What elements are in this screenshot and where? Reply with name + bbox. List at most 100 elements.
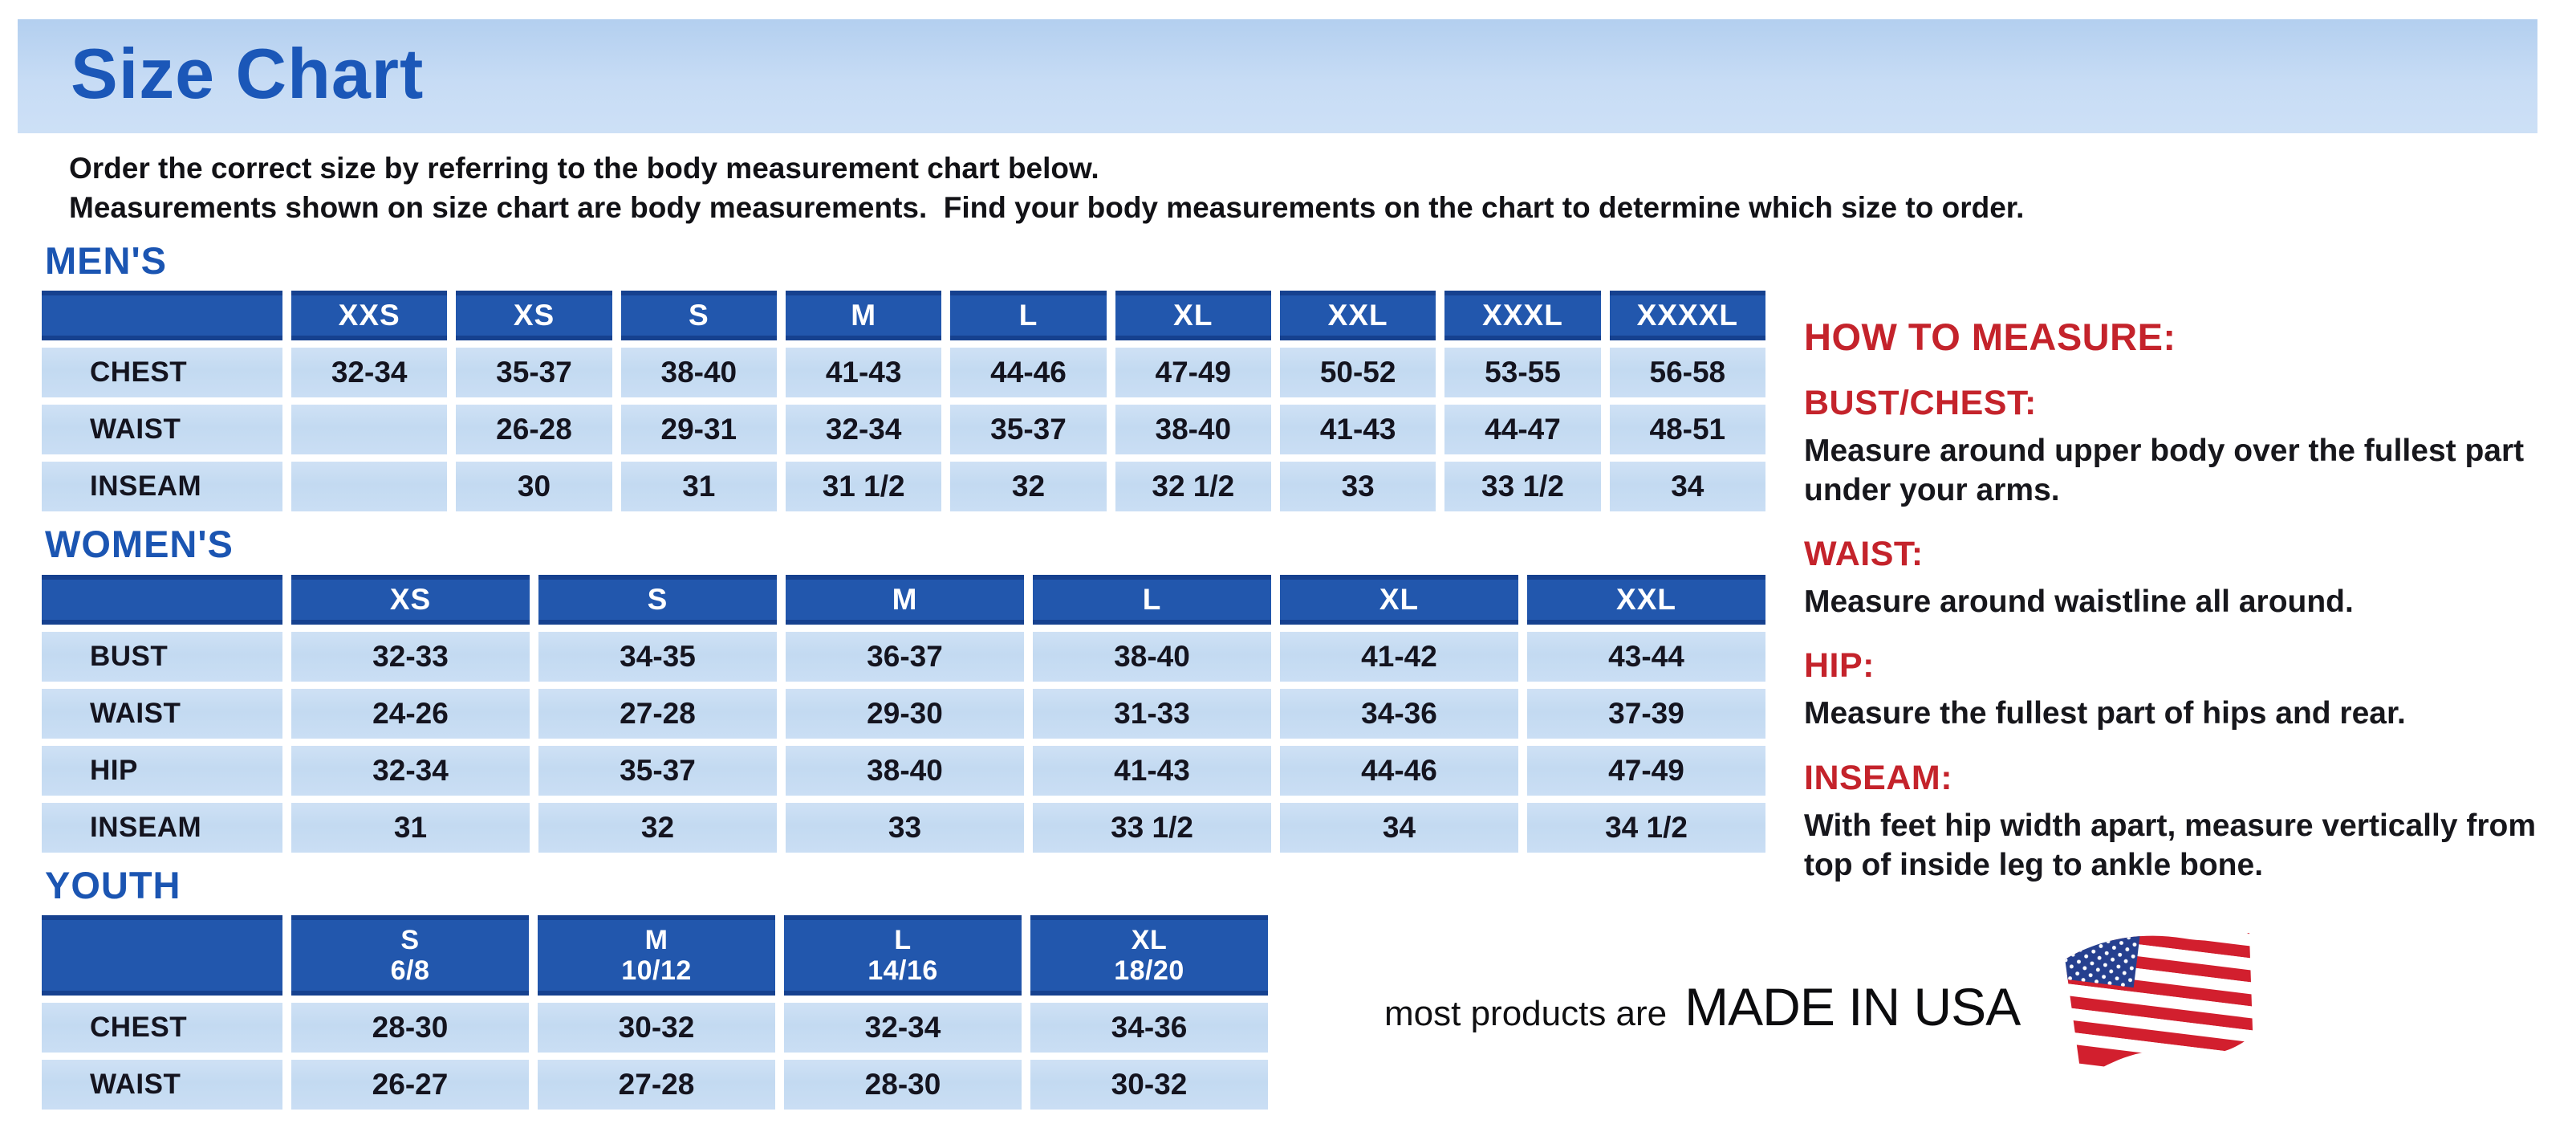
mens-measurement-cell: 34	[1609, 462, 1765, 512]
mens-measurement-cell: 30	[456, 462, 612, 512]
footer-made-in-usa: MADE IN USA	[1684, 977, 2021, 1036]
womens-measurement-cell: 34	[1280, 802, 1518, 853]
womens-measurement-cell: 41-42	[1280, 631, 1518, 682]
mens-measurement-cell	[291, 462, 448, 512]
womens-measurement-cell: 31-33	[1033, 688, 1271, 739]
mens-measurement-cell: 44-46	[950, 348, 1107, 398]
mens-column-header: XXXXL	[1609, 291, 1765, 341]
mens-measurement-cell: 32	[950, 462, 1107, 512]
mens-measurement-cell: 38-40	[620, 348, 777, 398]
mens-column-header: XS	[456, 291, 612, 341]
measure-label: INSEAM:	[1804, 758, 1953, 797]
mens-measurement-cell: 48-51	[1609, 405, 1765, 455]
youth-column-range: 14/16	[867, 955, 938, 987]
youth-heading: YOUTH	[45, 863, 181, 906]
womens-heading: WOMEN'S	[45, 523, 234, 566]
mens-measurement-cell: 50-52	[1279, 348, 1436, 398]
youth-measurement-cell: 28-30	[784, 1060, 1022, 1110]
womens-column-header: L	[1033, 574, 1271, 625]
mens-column-header: M	[785, 291, 942, 341]
youth-measurement-cell: 30-32	[1030, 1060, 1268, 1110]
womens-column-header: XS	[291, 574, 530, 625]
mens-section: MEN'S XXS XS S M L XL XXL XXXL XXXXL CHEST 32-34 35…	[42, 239, 1765, 512]
womens-measurement-cell: 38-40	[1033, 631, 1271, 682]
womens-column-header: M	[786, 574, 1024, 625]
youth-column-size: S	[400, 924, 420, 955]
mens-column-header: XXXL	[1444, 291, 1601, 341]
mens-measurement-cell	[291, 405, 448, 455]
womens-measurement-cell: 47-49	[1527, 745, 1765, 796]
youth-size-table: S 6/8 M 10/12 L 14/16 XL 18/20 CHEST 28-30 30-32 32…	[42, 915, 1765, 1110]
youth-row-label: CHEST	[42, 1003, 282, 1053]
mens-measurement-cell: 47-49	[1115, 348, 1271, 398]
youth-measurement-cell: 30-32	[538, 1003, 775, 1053]
intro-line-1: Order the correct size by referring to t…	[69, 152, 1099, 185]
womens-row-label: HIP	[42, 745, 282, 796]
measure-text: With feet hip width apart, measure verti…	[1804, 808, 2537, 882]
youth-section: YOUTH S 6/8 M 10/12 L 14/16 XL 18/20 CHEST 28-30 3…	[42, 865, 1765, 1110]
usa-flag-icon	[2065, 932, 2253, 1074]
youth-measurement-cell: 34-36	[1030, 1003, 1268, 1053]
mens-measurement-cell: 32-34	[785, 405, 942, 455]
womens-measurement-cell: 41-43	[1033, 745, 1271, 796]
measure-label: BUST/CHEST:	[1804, 384, 2037, 422]
womens-measurement-cell: 27-28	[538, 688, 777, 739]
youth-column-header: S 6/8	[291, 915, 529, 996]
mens-measurement-cell: 31	[620, 462, 777, 512]
womens-corner-cell	[42, 574, 282, 625]
mens-measurement-cell: 41-43	[1279, 405, 1436, 455]
mens-column-header: XXL	[1279, 291, 1436, 341]
mens-column-header: XXS	[291, 291, 448, 341]
womens-measurement-cell: 29-30	[786, 688, 1024, 739]
youth-column-range: 6/8	[390, 955, 430, 987]
youth-corner-cell	[42, 915, 282, 996]
mens-column-header: L	[950, 291, 1107, 341]
measure-text: Measure around waistline all around.	[1804, 584, 2354, 620]
mens-measurement-cell: 35-37	[456, 348, 612, 398]
how-to-measure-heading: HOW TO MEASURE:	[1804, 316, 2176, 358]
womens-measurement-cell: 34-35	[538, 631, 777, 682]
womens-measurement-cell: 33	[786, 802, 1024, 853]
youth-column-size: XL	[1131, 924, 1168, 955]
mens-column-header: S	[620, 291, 777, 341]
womens-measurement-cell: 43-44	[1527, 631, 1765, 682]
mens-column-header: XL	[1115, 291, 1271, 341]
mens-corner-cell	[42, 291, 282, 341]
mens-measurement-cell: 33 1/2	[1444, 462, 1601, 512]
womens-section: WOMEN'S XS S M L XL XXL BUST 32-33 34-35 36-37 38-…	[42, 523, 1765, 853]
mens-measurement-cell: 56-58	[1609, 348, 1765, 398]
measure-text: Measure around upper body over the fulle…	[1804, 434, 2525, 508]
made-in-usa-text: most products are MADE IN USA	[1384, 976, 2021, 1037]
youth-measurement-cell: 27-28	[538, 1060, 775, 1110]
womens-measurement-cell: 37-39	[1527, 688, 1765, 739]
mens-row-label: WAIST	[42, 405, 282, 455]
womens-measurement-cell: 32	[538, 802, 777, 853]
mens-measurement-cell: 31 1/2	[785, 462, 942, 512]
womens-measurement-cell: 32-33	[291, 631, 530, 682]
measure-label: HIP:	[1804, 646, 1875, 686]
womens-measurement-cell: 31	[291, 802, 530, 853]
mens-measurement-cell: 41-43	[785, 348, 942, 398]
mens-row-label: CHEST	[42, 348, 282, 398]
womens-measurement-cell: 34-36	[1280, 688, 1518, 739]
womens-measurement-cell: 24-26	[291, 688, 530, 739]
womens-measurement-cell: 32-34	[291, 745, 530, 796]
mens-row-label: INSEAM	[42, 462, 282, 512]
measure-instructions: BUST/CHEST: Measure around upper body ove…	[1804, 384, 2566, 885]
youth-measurement-cell: 28-30	[291, 1003, 529, 1053]
mens-measurement-cell: 32-34	[291, 348, 448, 398]
womens-row-label: WAIST	[42, 688, 282, 739]
measure-text: Measure the fullest part of hips and rea…	[1804, 696, 2406, 731]
youth-column-range: 10/12	[621, 955, 692, 987]
mens-heading: MEN'S	[45, 239, 167, 282]
mens-measurement-cell: 33	[1279, 462, 1436, 512]
youth-column-header: M 10/12	[538, 915, 775, 996]
page-title: Size Chart	[71, 34, 425, 113]
youth-measurement-cell: 32-34	[784, 1003, 1022, 1053]
title-bar: Size Chart	[18, 19, 2537, 133]
youth-column-header: L 14/16	[784, 915, 1022, 996]
womens-column-header: S	[538, 574, 777, 625]
womens-row-label: BUST	[42, 631, 282, 682]
mens-measurement-cell: 26-28	[456, 405, 612, 455]
